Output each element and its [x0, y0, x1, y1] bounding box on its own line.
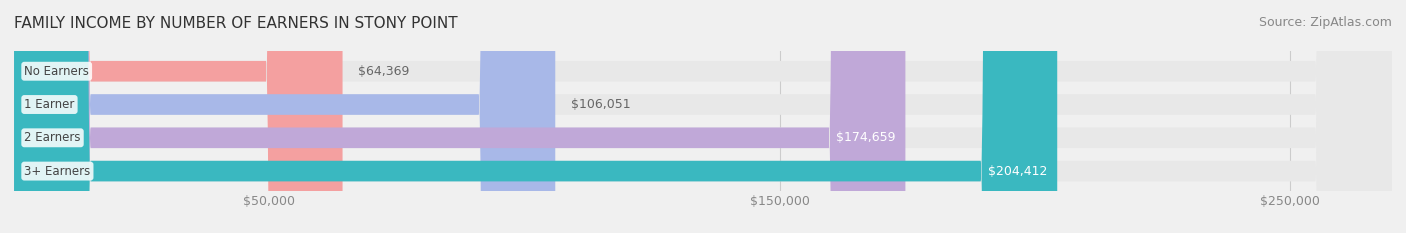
FancyBboxPatch shape: [14, 0, 1392, 233]
Text: 1 Earner: 1 Earner: [24, 98, 75, 111]
Text: $174,659: $174,659: [835, 131, 896, 144]
Text: 3+ Earners: 3+ Earners: [24, 164, 90, 178]
Text: Source: ZipAtlas.com: Source: ZipAtlas.com: [1258, 16, 1392, 29]
Text: FAMILY INCOME BY NUMBER OF EARNERS IN STONY POINT: FAMILY INCOME BY NUMBER OF EARNERS IN ST…: [14, 16, 458, 31]
FancyBboxPatch shape: [14, 0, 555, 233]
Text: $64,369: $64,369: [359, 65, 409, 78]
FancyBboxPatch shape: [14, 0, 1392, 233]
Text: 2 Earners: 2 Earners: [24, 131, 80, 144]
Text: No Earners: No Earners: [24, 65, 89, 78]
Text: $204,412: $204,412: [987, 164, 1047, 178]
FancyBboxPatch shape: [14, 0, 905, 233]
FancyBboxPatch shape: [14, 0, 1392, 233]
Text: $106,051: $106,051: [571, 98, 630, 111]
FancyBboxPatch shape: [14, 0, 343, 233]
FancyBboxPatch shape: [14, 0, 1392, 233]
FancyBboxPatch shape: [14, 0, 1057, 233]
